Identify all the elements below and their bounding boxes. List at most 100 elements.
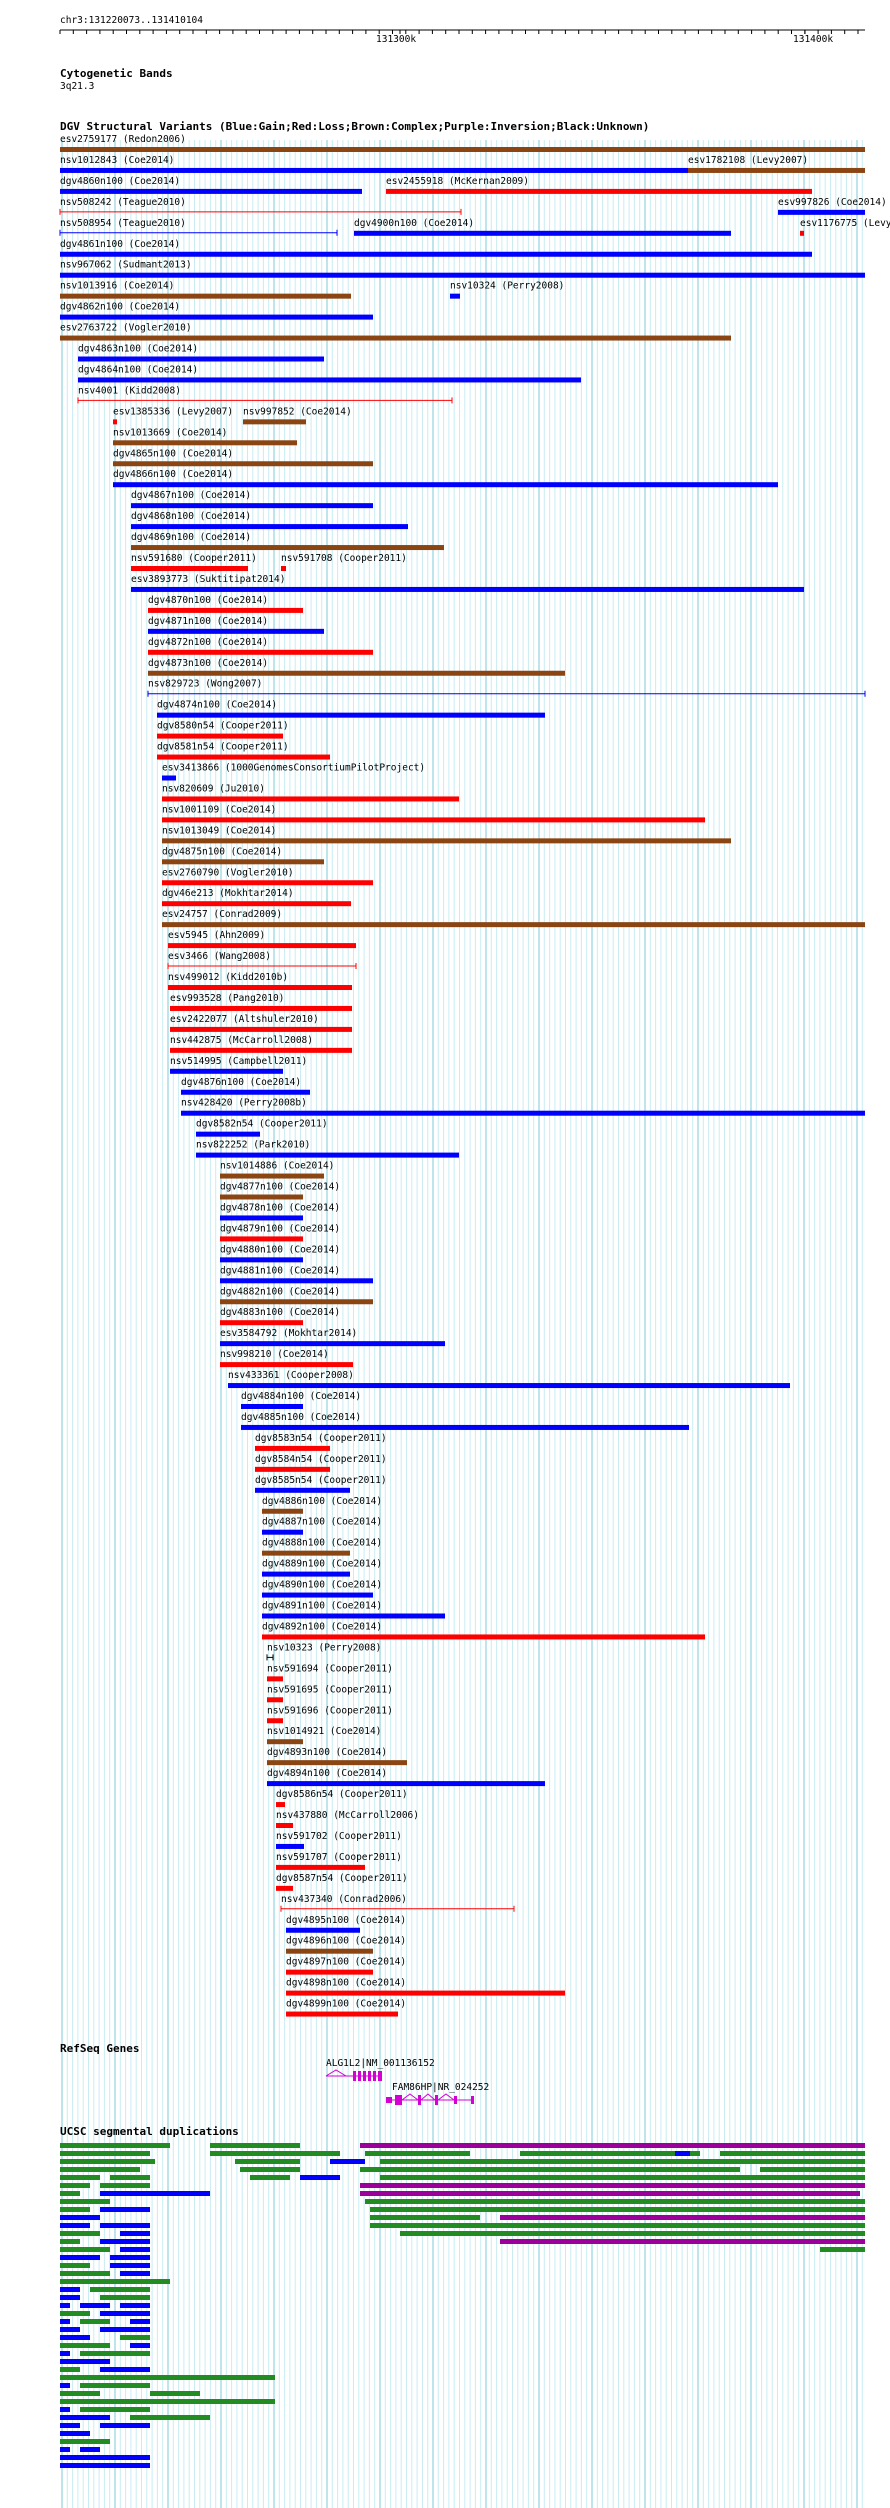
- segdup-block[interactable]: [60, 2151, 150, 2156]
- gene-label-alg1l2[interactable]: ALG1L2|NM_001136152: [326, 2058, 435, 2069]
- segdup-block[interactable]: [100, 2367, 150, 2372]
- segdup-block[interactable]: [365, 2151, 470, 2156]
- sv-bar[interactable]: [286, 1927, 360, 1933]
- sv-label[interactable]: esv1176775 (Levy2007): [800, 218, 890, 229]
- sv-bar[interactable]: [276, 1823, 293, 1828]
- sv-bar[interactable]: [220, 1278, 373, 1284]
- segdup-block[interactable]: [60, 2407, 70, 2412]
- sv-label[interactable]: dgv4864n100 (Coe2014): [78, 364, 198, 375]
- sv-bar[interactable]: [262, 1571, 350, 1577]
- sv-label[interactable]: nsv437880 (McCarroll2006): [276, 1810, 419, 1821]
- sv-label[interactable]: dgv4898n100 (Coe2014): [286, 1978, 406, 1989]
- sv-bar[interactable]: [60, 188, 362, 194]
- sv-label[interactable]: dgv4877n100 (Coe2014): [220, 1182, 340, 1193]
- sv-bar[interactable]: [170, 1068, 283, 1074]
- sv-label[interactable]: nsv442875 (McCarroll2008): [170, 1035, 313, 1046]
- sv-label[interactable]: esv2455918 (McKernan2009): [386, 176, 529, 187]
- sv-label[interactable]: nsv1013916 (Coe2014): [60, 281, 174, 292]
- sv-label[interactable]: dgv4891n100 (Coe2014): [262, 1601, 382, 1612]
- segdup-block[interactable]: [60, 2167, 140, 2172]
- gene-model-alg1l2[interactable]: [325, 2069, 382, 2081]
- sv-label[interactable]: esv24757 (Conrad2009): [162, 909, 282, 920]
- sv-bar[interactable]: [255, 1487, 350, 1493]
- sv-bar[interactable]: [262, 1508, 303, 1514]
- sv-label[interactable]: nsv998210 (Coe2014): [220, 1349, 329, 1360]
- segdup-block[interactable]: [80, 2447, 100, 2452]
- sv-bar[interactable]: [113, 440, 297, 446]
- sv-label[interactable]: nsv10324 (Perry2008): [450, 281, 564, 292]
- sv-label[interactable]: nsv591694 (Cooper2011): [267, 1663, 393, 1674]
- sv-label[interactable]: dgv4886n100 (Coe2014): [262, 1496, 382, 1507]
- sv-label[interactable]: dgv4894n100 (Coe2014): [267, 1768, 387, 1779]
- segdup-block[interactable]: [60, 2271, 110, 2276]
- sv-bar[interactable]: [262, 1613, 445, 1619]
- sv-label[interactable]: nsv967062 (Sudmant2013): [60, 260, 192, 271]
- sv-bar[interactable]: [241, 1424, 689, 1430]
- segdup-block[interactable]: [60, 2287, 80, 2292]
- sv-label[interactable]: dgv4866n100 (Coe2014): [113, 469, 233, 480]
- segdup-block[interactable]: [60, 2359, 110, 2364]
- sv-label[interactable]: dgv4872n100 (Coe2014): [148, 637, 268, 648]
- segdup-block[interactable]: [360, 2183, 865, 2188]
- sv-bar[interactable]: [286, 1990, 565, 1996]
- sv-label[interactable]: nsv1013049 (Coe2014): [162, 825, 276, 836]
- sv-bar[interactable]: [267, 1718, 283, 1724]
- sv-bar[interactable]: [148, 670, 565, 676]
- segdup-block[interactable]: [110, 2255, 150, 2260]
- segdup-block[interactable]: [60, 2319, 70, 2324]
- sv-label[interactable]: nsv829723 (Wong2007): [148, 679, 262, 690]
- sv-bar[interactable]: [386, 188, 812, 194]
- segdup-block[interactable]: [60, 2159, 155, 2164]
- sv-bar[interactable]: [148, 628, 324, 634]
- segdup-block[interactable]: [60, 2343, 110, 2348]
- segdup-block[interactable]: [720, 2151, 865, 2156]
- segdup-block[interactable]: [60, 2439, 110, 2444]
- segdup-block[interactable]: [60, 2207, 90, 2212]
- sv-label[interactable]: nsv428420 (Perry2008b): [181, 1098, 307, 1109]
- segdup-block[interactable]: [130, 2319, 150, 2324]
- segdup-block[interactable]: [60, 2383, 70, 2388]
- sv-bar[interactable]: [162, 901, 351, 907]
- segdup-block[interactable]: [380, 2159, 865, 2164]
- sv-bar[interactable]: [262, 1550, 350, 1556]
- sv-bar[interactable]: [220, 1194, 303, 1200]
- sv-label[interactable]: nsv997852 (Coe2014): [243, 406, 352, 417]
- segdup-block[interactable]: [130, 2343, 150, 2348]
- sv-bar[interactable]: [281, 566, 286, 571]
- segdup-block[interactable]: [60, 2199, 110, 2204]
- sv-label[interactable]: dgv4870n100 (Coe2014): [148, 595, 268, 606]
- sv-label[interactable]: dgv4861n100 (Coe2014): [60, 239, 180, 250]
- segdup-block[interactable]: [60, 2311, 90, 2316]
- sv-bar[interactable]: [286, 2011, 398, 2017]
- sv-label[interactable]: dgv4897n100 (Coe2014): [286, 1957, 406, 1968]
- segdup-block[interactable]: [360, 2191, 860, 2196]
- sv-bar[interactable]: [131, 586, 804, 592]
- sv-bar[interactable]: [220, 1299, 373, 1305]
- segdup-block[interactable]: [360, 2167, 740, 2172]
- sv-label[interactable]: dgv4887n100 (Coe2014): [262, 1517, 382, 1528]
- sv-label[interactable]: dgv4878n100 (Coe2014): [220, 1202, 340, 1213]
- sv-label[interactable]: dgv4860n100 (Coe2014): [60, 176, 180, 187]
- sv-label[interactable]: nsv591680 (Cooper2011): [131, 553, 257, 564]
- sv-bar[interactable]: [162, 817, 705, 823]
- segdup-block[interactable]: [380, 2175, 865, 2180]
- gene-label-fam86hp[interactable]: FAM86HP|NR_024252: [392, 2082, 489, 2093]
- segdup-block[interactable]: [110, 2263, 150, 2268]
- sv-bar[interactable]: [131, 524, 408, 530]
- sv-bar[interactable]: [241, 1404, 303, 1409]
- refseq-track-title[interactable]: RefSeq Genes: [60, 2042, 139, 2055]
- sv-label[interactable]: esv5945 (Ahn2009): [168, 930, 265, 941]
- sv-label[interactable]: nsv508242 (Teague2010): [60, 197, 186, 208]
- sv-label[interactable]: dgv4874n100 (Coe2014): [157, 700, 277, 711]
- sv-bar[interactable]: [157, 754, 330, 760]
- sv-label[interactable]: nsv820609 (Ju2010): [162, 783, 265, 794]
- sv-label[interactable]: nsv508954 (Teague2010): [60, 218, 186, 229]
- segdup-block[interactable]: [60, 2463, 150, 2468]
- sv-label[interactable]: dgv8586n54 (Cooper2011): [276, 1789, 408, 1800]
- segdup-block[interactable]: [100, 2183, 150, 2188]
- sv-label[interactable]: esv3893773 (Suktitipat2014): [131, 574, 285, 585]
- segdup-block[interactable]: [60, 2247, 110, 2252]
- sv-bar[interactable]: [60, 335, 731, 341]
- sv-label[interactable]: nsv433361 (Cooper2008): [228, 1370, 354, 1381]
- sv-label[interactable]: dgv4890n100 (Coe2014): [262, 1580, 382, 1591]
